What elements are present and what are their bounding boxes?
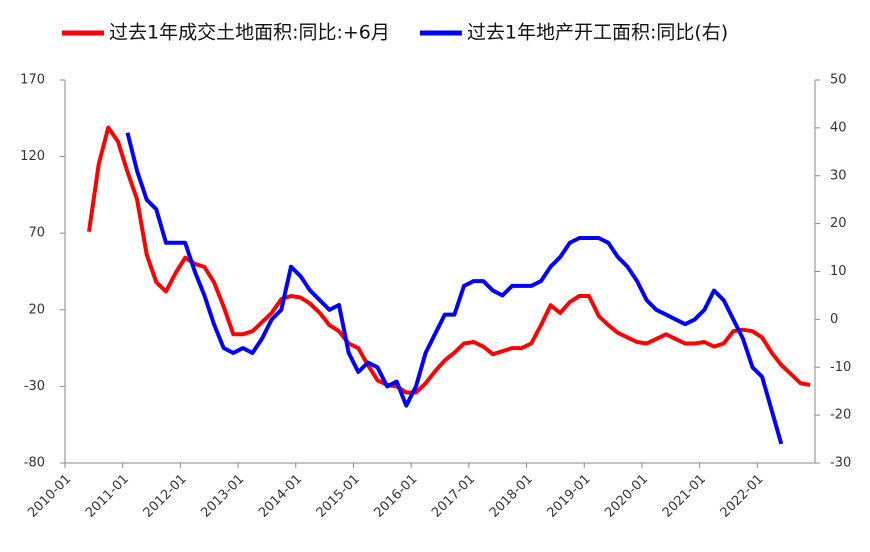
y2-tick-label: -30 [830, 456, 851, 471]
series-line [125, 132, 784, 445]
y-tick-label: 20 [28, 302, 45, 317]
y-tick-label: 120 [20, 149, 45, 164]
x-tick-label: 2019-01 [545, 472, 594, 521]
x-tick-label: 2017-01 [429, 472, 478, 521]
x-tick-label: 2018-01 [487, 472, 536, 521]
x-tick-label: 2015-01 [314, 472, 363, 521]
y2-tick-label: -10 [830, 360, 851, 375]
x-tick-label: 2014-01 [256, 472, 305, 521]
y-tick-label: -80 [24, 456, 45, 471]
x-tick-label: 2011-01 [83, 472, 132, 521]
y2-tick-label: 10 [830, 264, 847, 279]
x-tick-label: 2010-01 [25, 472, 74, 521]
x-tick-label: 2012-01 [141, 472, 190, 521]
x-tick-label: 2013-01 [198, 472, 247, 521]
y-tick-label: 70 [28, 226, 45, 241]
x-tick-label: 2020-01 [602, 472, 651, 521]
legend-label: 过去1年地产开工面积:同比(右) [467, 22, 728, 44]
y-tick-label: 170 [20, 73, 45, 88]
y2-tick-label: 30 [830, 168, 847, 183]
y2-tick-label: 40 [830, 120, 847, 135]
x-tick-label: 2022-01 [718, 472, 767, 521]
x-tick-label: 2016-01 [371, 472, 420, 521]
y2-tick-label: 20 [830, 216, 847, 231]
series-line [87, 125, 811, 395]
y-tick-label: -30 [24, 379, 45, 394]
y2-tick-label: 0 [830, 312, 838, 327]
x-tick-label: 2021-01 [660, 472, 709, 521]
legend-label: 过去1年成交土地面积:同比:+6月 [109, 22, 390, 44]
y2-tick-label: 50 [830, 73, 847, 88]
y2-tick-label: -20 [830, 408, 851, 423]
